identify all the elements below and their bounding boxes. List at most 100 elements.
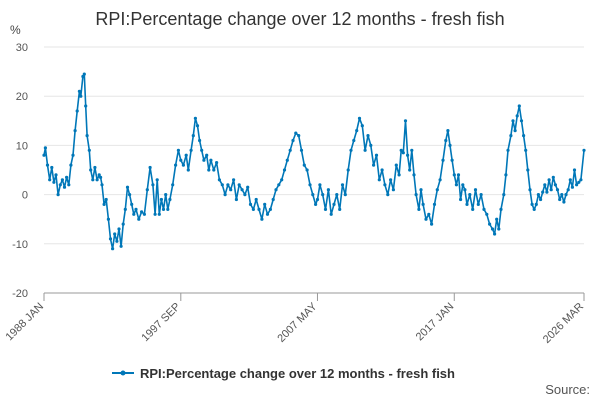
data-point[interactable] [579, 178, 583, 182]
data-point[interactable] [421, 202, 425, 206]
data-point[interactable] [198, 138, 202, 143]
data-point[interactable] [406, 153, 410, 157]
data-point[interactable] [220, 183, 224, 187]
data-point[interactable] [71, 153, 75, 157]
data-point[interactable] [495, 217, 499, 221]
data-point[interactable] [121, 222, 125, 226]
data-point[interactable] [140, 210, 144, 214]
data-point[interactable] [65, 175, 69, 179]
data-point[interactable] [142, 212, 146, 216]
data-point[interactable] [91, 178, 95, 182]
data-point[interactable] [582, 148, 586, 152]
data-point[interactable] [357, 116, 362, 120]
data-point[interactable] [108, 237, 113, 241]
data-point[interactable] [454, 183, 458, 187]
data-point[interactable] [99, 175, 103, 179]
data-point[interactable] [52, 180, 56, 184]
data-point[interactable] [509, 134, 513, 138]
data-point[interactable] [355, 129, 359, 133]
data-point[interactable] [128, 193, 132, 197]
data-point[interactable] [558, 197, 562, 202]
data-point[interactable] [297, 134, 301, 138]
data-point[interactable] [85, 134, 89, 138]
data-point[interactable] [291, 138, 295, 143]
data-point[interactable] [200, 148, 204, 152]
data-point[interactable] [226, 183, 230, 187]
data-point[interactable] [399, 148, 403, 152]
data-point[interactable] [572, 168, 577, 172]
data-point[interactable] [115, 239, 119, 243]
data-point[interactable] [132, 212, 136, 216]
data-point[interactable] [441, 158, 445, 162]
data-point[interactable] [308, 183, 312, 187]
data-point[interactable] [352, 138, 356, 143]
data-point[interactable] [377, 178, 381, 182]
data-point[interactable] [285, 158, 289, 162]
data-point[interactable] [137, 217, 141, 221]
data-point[interactable] [282, 168, 287, 172]
data-point[interactable] [553, 183, 558, 187]
data-point[interactable] [305, 168, 309, 172]
data-point[interactable] [338, 207, 342, 211]
data-point[interactable] [463, 188, 467, 192]
data-point[interactable] [502, 193, 506, 197]
data-point[interactable] [369, 143, 373, 147]
data-point[interactable] [265, 212, 270, 216]
data-point[interactable] [414, 193, 418, 197]
data-point[interactable] [81, 74, 85, 79]
data-point[interactable] [314, 202, 318, 206]
data-point[interactable] [427, 212, 431, 216]
data-point[interactable] [435, 188, 439, 192]
data-point[interactable] [363, 148, 367, 152]
data-point[interactable] [106, 217, 110, 221]
data-point[interactable] [511, 119, 515, 123]
data-point[interactable] [530, 202, 534, 206]
data-point[interactable] [465, 202, 469, 206]
data-point[interactable] [104, 197, 108, 202]
data-point[interactable] [528, 188, 532, 192]
data-point[interactable] [277, 183, 281, 187]
data-point[interactable] [536, 193, 541, 197]
data-point[interactable] [412, 173, 416, 177]
data-point[interactable] [432, 202, 437, 206]
data-point[interactable] [499, 207, 503, 211]
data-point[interactable] [229, 188, 233, 192]
data-point[interactable] [123, 207, 127, 211]
data-point[interactable] [240, 188, 244, 192]
data-point[interactable] [366, 134, 370, 138]
data-point[interactable] [424, 217, 428, 221]
data-point[interactable] [497, 227, 501, 231]
data-point[interactable] [326, 188, 330, 192]
data-point[interactable] [67, 183, 71, 187]
data-point[interactable] [257, 207, 261, 211]
data-point[interactable] [321, 193, 325, 197]
data-point[interactable] [79, 94, 83, 98]
data-point[interactable] [271, 197, 275, 202]
data-point[interactable] [401, 151, 405, 155]
data-point[interactable] [452, 173, 456, 177]
data-point[interactable] [134, 207, 138, 211]
data-point[interactable] [323, 207, 328, 211]
data-point[interactable] [383, 183, 387, 187]
data-point[interactable] [575, 183, 579, 187]
data-point[interactable] [102, 202, 106, 206]
data-point[interactable] [288, 148, 292, 152]
data-point[interactable] [459, 197, 463, 202]
data-point[interactable] [555, 188, 560, 192]
data-point[interactable] [386, 193, 390, 197]
data-point[interactable] [522, 134, 526, 138]
data-point[interactable] [482, 207, 486, 211]
data-point[interactable] [468, 193, 472, 197]
data-point[interactable] [515, 114, 519, 118]
data-point[interactable] [410, 148, 414, 152]
data-point[interactable] [93, 165, 97, 170]
data-point[interactable] [473, 188, 478, 192]
data-point[interactable] [417, 207, 421, 211]
data-point[interactable] [430, 222, 434, 226]
data-point[interactable] [161, 207, 166, 211]
data-point[interactable] [159, 197, 163, 202]
data-point[interactable] [84, 104, 88, 108]
data-point[interactable] [130, 202, 134, 206]
data-point[interactable] [153, 212, 157, 216]
data-point[interactable] [186, 168, 190, 172]
